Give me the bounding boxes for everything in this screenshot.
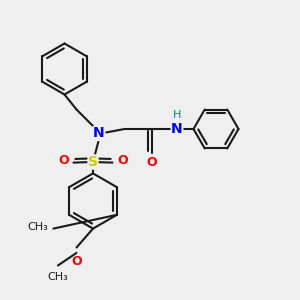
Text: CH₃: CH₃ (47, 272, 68, 281)
Text: O: O (146, 156, 157, 169)
Text: CH₃: CH₃ (27, 222, 48, 232)
Text: O: O (58, 154, 69, 167)
Text: O: O (71, 255, 82, 268)
Text: S: S (88, 155, 98, 169)
Text: H: H (173, 110, 181, 120)
Text: N: N (93, 127, 105, 140)
Text: O: O (117, 154, 128, 167)
Text: N: N (171, 122, 183, 136)
